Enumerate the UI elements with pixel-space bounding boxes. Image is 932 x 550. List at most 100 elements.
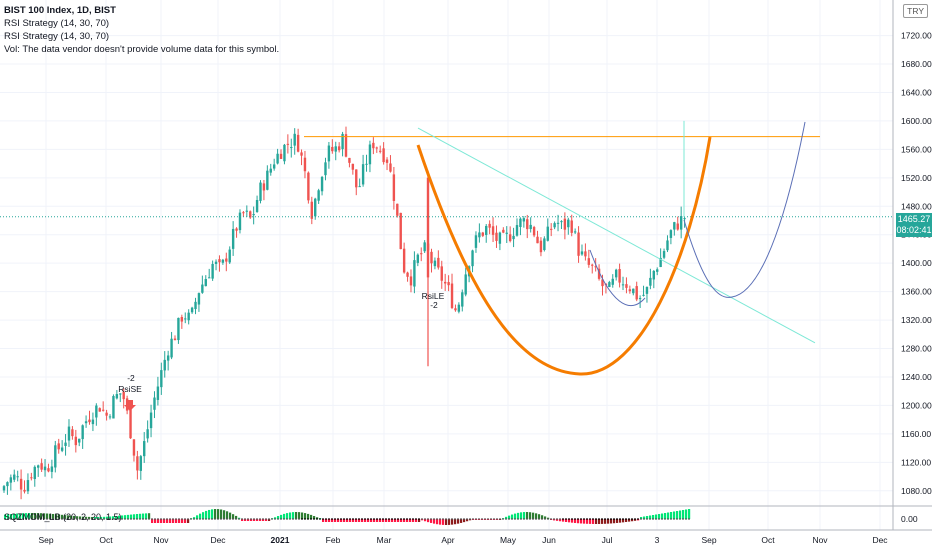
momentum-bar xyxy=(667,512,670,519)
squeeze-dot xyxy=(676,518,678,520)
candle-body xyxy=(488,223,491,228)
candle-body xyxy=(37,465,40,468)
squeeze-dot xyxy=(532,518,534,520)
squeeze-dot xyxy=(439,518,441,520)
candle-body xyxy=(320,176,324,192)
last-price-tag: 1465.27 08:02:41 xyxy=(896,213,932,237)
candle-body xyxy=(577,232,580,256)
candle-body xyxy=(495,232,498,241)
squeeze-dot xyxy=(562,518,564,520)
squeeze-dot xyxy=(259,518,261,520)
candle-body xyxy=(54,445,57,468)
squeeze-dot xyxy=(595,518,597,520)
squeeze-dot xyxy=(346,518,348,520)
candle-body xyxy=(546,226,549,241)
squeeze-dot xyxy=(214,518,216,520)
momentum-bar xyxy=(670,512,673,519)
squeeze-dot xyxy=(466,518,468,520)
candle-body xyxy=(529,224,532,230)
x-tick-label: Dec xyxy=(210,535,226,545)
candle-body xyxy=(197,293,201,305)
momentum-bar xyxy=(115,516,118,519)
squeeze-dot xyxy=(604,518,606,520)
currency-badge[interactable]: TRY xyxy=(903,4,928,18)
squeeze-dot xyxy=(115,518,117,520)
squeeze-dot xyxy=(403,518,405,520)
candle-body xyxy=(351,163,355,170)
squeeze-dot xyxy=(13,518,15,520)
squeeze-dot xyxy=(661,518,663,520)
candle-body xyxy=(78,438,81,443)
squeeze-dot xyxy=(244,518,246,520)
squeeze-dot xyxy=(628,518,630,520)
squeeze-dot xyxy=(682,518,684,520)
squeeze-dot xyxy=(271,518,273,520)
momentum-bar xyxy=(412,519,415,522)
squeeze-dot xyxy=(154,518,156,520)
candle-body xyxy=(132,439,136,456)
squeeze-dot xyxy=(505,518,507,520)
squeeze-dot xyxy=(196,518,198,520)
momentum-bar xyxy=(364,519,367,522)
candle-body xyxy=(26,480,30,492)
squeeze-dot xyxy=(397,518,399,520)
candle-body xyxy=(143,441,146,457)
candle-body xyxy=(457,304,461,312)
squeeze-dot xyxy=(400,518,402,520)
squeeze-dot xyxy=(673,518,675,520)
momentum-bar xyxy=(340,519,343,522)
squeeze-dot xyxy=(184,518,186,520)
legend-title: BIST 100 Index, 1D, BIST xyxy=(4,5,116,16)
x-tick-label: 3 xyxy=(655,535,660,545)
legend-volume-note: Vol: The data vendor doesn't provide vol… xyxy=(4,44,280,55)
squeeze-dot xyxy=(409,518,411,520)
candle-body xyxy=(108,416,112,418)
momentum-bar xyxy=(118,515,121,519)
momentum-bar xyxy=(517,512,520,519)
candle-body xyxy=(293,133,296,146)
momentum-bar xyxy=(355,519,358,522)
squeeze-dot xyxy=(670,518,672,520)
candle-body xyxy=(23,489,26,492)
squeeze-dot xyxy=(100,518,102,520)
momentum-bar xyxy=(265,519,268,521)
candle-body xyxy=(204,279,207,287)
momentum-bar xyxy=(223,510,226,519)
squeeze-dot xyxy=(646,518,648,520)
momentum-bar xyxy=(82,516,85,519)
momentum-bar xyxy=(148,513,151,519)
momentum-bar xyxy=(445,519,448,525)
squeeze-dot xyxy=(463,518,465,520)
squeeze-dot xyxy=(334,518,336,520)
momentum-bar xyxy=(361,519,364,522)
legend-strategy-2[interactable]: RSI Strategy (14, 30, 70) xyxy=(4,31,110,42)
candle-body xyxy=(584,251,587,257)
momentum-bar xyxy=(334,519,337,522)
squeeze-dot xyxy=(226,518,228,520)
momentum-bar xyxy=(208,509,211,519)
squeeze-dot xyxy=(238,518,240,520)
candle-body xyxy=(385,159,389,163)
squeeze-dot xyxy=(313,518,315,520)
squeeze-dot xyxy=(301,518,303,520)
squeeze-dot xyxy=(112,518,114,520)
momentum-bar xyxy=(565,519,568,522)
momentum-bar xyxy=(103,516,106,519)
momentum-bar xyxy=(523,512,526,519)
legend-strategy-1[interactable]: RSI Strategy (14, 30, 70) xyxy=(4,18,110,29)
squeeze-dot xyxy=(82,518,84,520)
momentum-bar xyxy=(589,519,592,524)
candle-body xyxy=(372,142,375,149)
squeeze-dot xyxy=(520,518,522,520)
candle-body xyxy=(618,269,621,283)
squeeze-dot xyxy=(73,518,75,520)
momentum-bar xyxy=(133,514,136,519)
squeeze-dot xyxy=(475,518,477,520)
candle-body xyxy=(286,143,290,145)
momentum-bar xyxy=(25,513,28,519)
last-price-value: 1465.27 xyxy=(897,214,931,224)
squeeze-dot xyxy=(145,518,147,520)
momentum-bar xyxy=(343,519,346,522)
x-tick-label: Oct xyxy=(99,535,113,545)
